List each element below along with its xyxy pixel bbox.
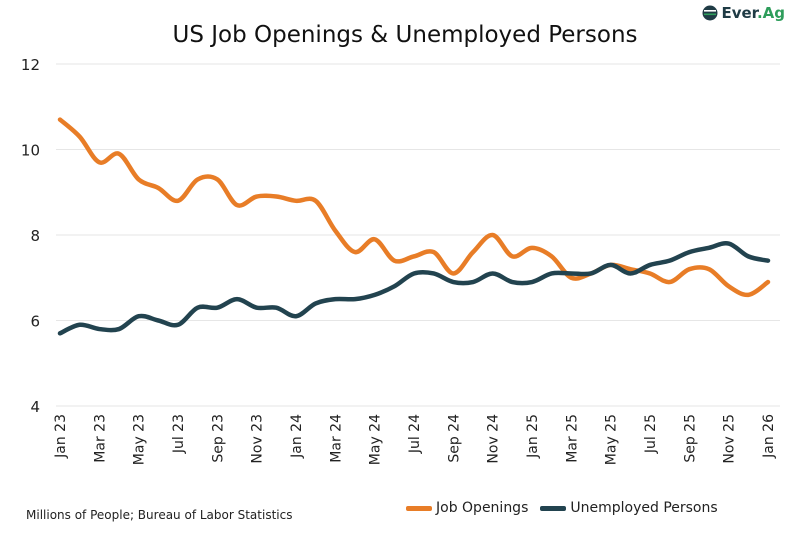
x-tick-label: Nov 24 [486,414,502,464]
x-tick-label: Sep 23 [210,414,226,463]
legend-swatch [406,505,432,511]
x-tick-label: May 23 [132,414,148,465]
y-tick-label: 8 [30,227,40,245]
logo-text: Ever.Ag [721,4,785,22]
legend-item-job-openings: Job Openings [406,500,528,516]
series-line-unemployed-persons [57,241,771,336]
x-tick-label: Sep 24 [446,414,462,463]
footnote: Millions of People; Bureau of Labor Stat… [26,508,293,522]
y-tick-label: 12 [21,56,40,74]
y-tick-label: 10 [21,142,40,160]
x-tick-label: Jan 25 [525,414,541,459]
x-tick-label: Mar 25 [564,414,580,463]
y-tick-label: 4 [30,398,40,416]
legend-swatch [540,505,567,511]
x-tick-label: May 25 [604,414,620,465]
chart-title: US Job Openings & Unemployed Persons [172,22,637,48]
x-tick-label: Jan 23 [53,414,69,459]
logo-mark-icon [702,5,718,21]
x-tick-label: Jul 23 [171,414,187,454]
legend-label: Job Openings [436,500,529,516]
series-line-job-openings [57,117,771,298]
everag-logo: Ever.Ag [702,4,785,22]
x-tick-label: Jan 24 [289,414,305,459]
x-tick-label: Nov 23 [250,414,266,464]
x-tick-label: Mar 23 [92,414,108,463]
x-tick-label: Mar 24 [328,414,344,463]
x-tick-label: May 24 [368,414,384,465]
legend-item-unemployed-persons: Unemployed Persons [540,500,718,516]
x-tick-label: Sep 25 [682,414,698,463]
x-tick-label: Jul 25 [643,414,659,454]
y-tick-label: 6 [30,313,40,331]
x-tick-label: Jul 24 [407,414,423,454]
x-tick-label: Jan 26 [761,414,777,459]
legend-label: Unemployed Persons [570,500,718,516]
x-tick-label: Nov 25 [722,414,738,464]
legend: Job Openings Unemployed Persons [406,500,718,516]
